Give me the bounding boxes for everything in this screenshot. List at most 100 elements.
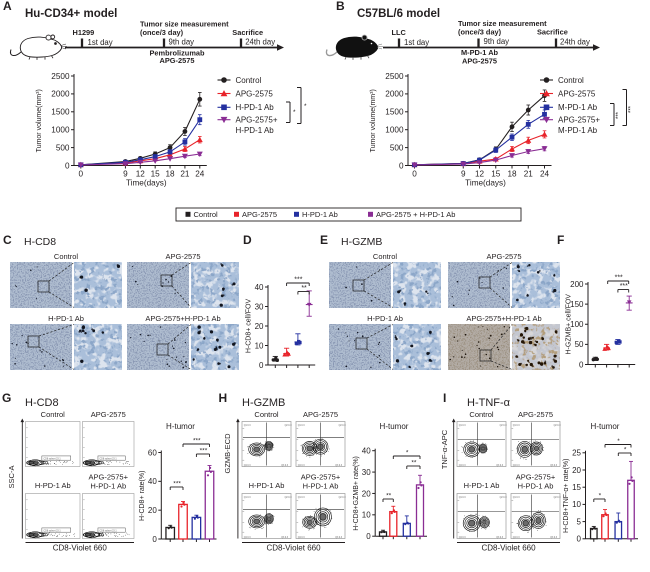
svg-text:Control: Control <box>469 410 494 419</box>
svg-text:0: 0 <box>152 535 157 544</box>
svg-text:Time(days): Time(days) <box>465 179 506 188</box>
svg-text:H-tumor: H-tumor <box>380 422 409 431</box>
svg-text:0: 0 <box>412 170 417 179</box>
svg-text:Q2 0.3: Q2 0.3 <box>339 425 347 427</box>
svg-text:10: 10 <box>362 511 371 520</box>
svg-text:APG-2575+: APG-2575+ <box>558 116 600 125</box>
svg-text:**: ** <box>386 493 392 500</box>
svg-text:Q4 0.3: Q4 0.3 <box>513 537 521 539</box>
svg-text:B: B <box>336 0 345 13</box>
svg-text:9th day: 9th day <box>484 37 510 46</box>
svg-text:**: ** <box>411 460 417 467</box>
svg-text:***: *** <box>620 283 628 290</box>
svg-text:Control: Control <box>194 210 219 219</box>
svg-text:Q3 0.3: Q3 0.3 <box>281 537 289 539</box>
svg-text:Control: Control <box>254 410 279 419</box>
svg-text:H-tumor: H-tumor <box>166 422 195 431</box>
svg-text:15: 15 <box>491 170 501 179</box>
svg-text:Q3 0.3: Q3 0.3 <box>496 465 504 467</box>
svg-text:30: 30 <box>255 302 264 311</box>
svg-text:20: 20 <box>572 466 581 475</box>
svg-text:E: E <box>320 233 328 247</box>
svg-text:***: *** <box>615 275 623 282</box>
svg-text:*: * <box>599 493 602 500</box>
svg-text:Q3 0.3: Q3 0.3 <box>496 537 504 539</box>
svg-text:Pembrolizumab: Pembrolizumab <box>149 49 205 58</box>
svg-text:CD8-Violet 660: CD8-Violet 660 <box>53 544 108 553</box>
svg-text:9: 9 <box>461 170 466 179</box>
svg-text:Q2 0.3: Q2 0.3 <box>554 497 562 499</box>
svg-text:9: 9 <box>123 170 128 179</box>
svg-text:CD8-Violet 660: CD8-Violet 660 <box>481 544 536 553</box>
svg-text:H-tumor: H-tumor <box>591 422 620 431</box>
svg-text:Q1 0.3: Q1 0.3 <box>244 497 252 499</box>
svg-text:H-PD-1 Ab: H-PD-1 Ab <box>518 482 554 491</box>
svg-text:CD8 subset 23.1: CD8 subset 23.1 <box>100 529 118 532</box>
svg-text:C: C <box>3 233 12 247</box>
svg-text:***: *** <box>629 105 635 113</box>
svg-text:Sacrifice: Sacrifice <box>232 28 263 37</box>
svg-text:H: H <box>219 391 228 405</box>
svg-text:Tumor volume(mm³): Tumor volume(mm³) <box>370 89 377 152</box>
svg-text:M-PD-1 Ab: M-PD-1 Ab <box>558 126 598 135</box>
svg-text:Q4 0.3: Q4 0.3 <box>459 537 467 539</box>
svg-text:APG-2575: APG-2575 <box>462 57 497 66</box>
svg-text:0: 0 <box>79 170 84 179</box>
svg-text:H-PD-1 Ab: H-PD-1 Ab <box>367 314 403 323</box>
svg-text:Tumor volume(mm³): Tumor volume(mm³) <box>36 89 43 152</box>
svg-text:*: * <box>617 438 620 445</box>
svg-text:Q1 0.3: Q1 0.3 <box>459 425 467 427</box>
svg-text:Hu-CD34+ model: Hu-CD34+ model <box>25 8 117 20</box>
svg-text:60: 60 <box>148 448 157 457</box>
svg-text:***: *** <box>294 277 302 284</box>
svg-text:1500: 1500 <box>385 108 404 117</box>
svg-text:Q2 0.3: Q2 0.3 <box>500 425 508 427</box>
svg-text:APG-2575+H-PD-1 Ab: APG-2575+H-PD-1 Ab <box>145 314 220 323</box>
svg-text:***: *** <box>200 448 208 455</box>
svg-text:H-CD8: H-CD8 <box>25 397 59 409</box>
svg-text:20: 20 <box>148 506 157 515</box>
svg-text:Q1 0.3: Q1 0.3 <box>244 425 252 427</box>
svg-text:100: 100 <box>570 320 584 329</box>
svg-text:APG-2575: APG-2575 <box>518 410 553 419</box>
svg-text:2500: 2500 <box>385 72 404 81</box>
svg-text:D: D <box>243 233 252 247</box>
svg-text:*: * <box>624 447 627 454</box>
svg-text:5: 5 <box>577 517 582 526</box>
svg-text:2500: 2500 <box>51 72 70 81</box>
svg-text:APG-2575: APG-2575 <box>91 410 126 419</box>
svg-text:20: 20 <box>255 322 264 331</box>
svg-text:Q4 0.3: Q4 0.3 <box>459 465 467 467</box>
svg-text:CD8-Violet 660: CD8-Violet 660 <box>266 544 321 553</box>
svg-text:Q1 0.3: Q1 0.3 <box>459 497 467 499</box>
svg-text:APG-2575: APG-2575 <box>236 89 274 98</box>
svg-text:H-GZMB: H-GZMB <box>242 397 285 409</box>
svg-text:H-PD-1 Ab: H-PD-1 Ab <box>35 481 71 490</box>
svg-text:Q4 0.3: Q4 0.3 <box>298 537 306 539</box>
svg-text:Q1 0.3: Q1 0.3 <box>298 497 306 499</box>
svg-text:24th day: 24th day <box>560 38 590 47</box>
svg-text:Q1 0.3: Q1 0.3 <box>298 425 306 427</box>
svg-text:Q2 0.3: Q2 0.3 <box>554 425 562 427</box>
svg-text:Tumor size measurement: Tumor size measurement <box>140 20 229 29</box>
svg-text:M-PD-1 Ab: M-PD-1 Ab <box>461 48 499 57</box>
svg-text:Q2 0.3: Q2 0.3 <box>500 497 508 499</box>
svg-text:APG-2575+: APG-2575+ <box>516 473 556 482</box>
svg-text:30: 30 <box>362 468 371 477</box>
svg-text:*: * <box>293 109 296 116</box>
svg-text:H-CD8+TNF-α+ rate(%): H-CD8+TNF-α+ rate(%) <box>563 459 570 533</box>
svg-text:1000: 1000 <box>385 126 404 135</box>
svg-text:APG-2575+H-PD-1 Ab: APG-2575+H-PD-1 Ab <box>466 314 541 323</box>
svg-text:H-PD-1 Ab: H-PD-1 Ab <box>303 482 339 491</box>
svg-text:Q1 0.3: Q1 0.3 <box>513 425 521 427</box>
svg-text:150: 150 <box>570 300 584 309</box>
svg-text:40: 40 <box>148 477 157 486</box>
svg-text:Sacrifice: Sacrifice <box>537 27 568 36</box>
svg-text:H-PD-1 Ab: H-PD-1 Ab <box>249 481 285 490</box>
svg-text:40: 40 <box>362 447 371 456</box>
svg-text:Q3 0.3: Q3 0.3 <box>281 465 289 467</box>
svg-text:Q4 0.3: Q4 0.3 <box>513 465 521 467</box>
svg-text:H-GZMB: H-GZMB <box>341 236 382 248</box>
svg-text:APG-2575: APG-2575 <box>242 210 277 219</box>
svg-text:(once/3 day): (once/3 day) <box>140 28 184 37</box>
